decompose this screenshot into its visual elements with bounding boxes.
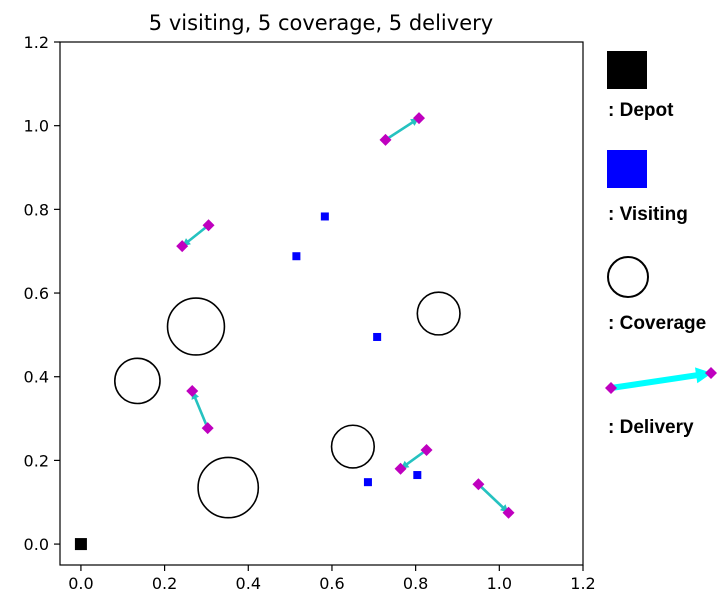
delivery-end-marker bbox=[186, 384, 199, 397]
x-tick-label: 0.2 bbox=[152, 574, 177, 593]
x-tick-label: 0.0 bbox=[68, 574, 93, 593]
delivery-start-marker bbox=[472, 478, 485, 491]
legend-visiting-swatch bbox=[607, 150, 647, 188]
legend-label-delivery: : Delivery bbox=[608, 417, 694, 438]
legend-delivery-end-marker bbox=[705, 367, 717, 379]
chart-title: 5 visiting, 5 coverage, 5 delivery bbox=[149, 11, 493, 35]
y-tick-label: 0.6 bbox=[24, 284, 49, 303]
legend-label-coverage: : Coverage bbox=[608, 313, 707, 334]
x-tick-label: 0.6 bbox=[319, 574, 344, 593]
delivery-start-marker bbox=[420, 443, 433, 456]
x-tick-label: 0.8 bbox=[403, 574, 428, 593]
delivery-end-marker bbox=[394, 462, 407, 475]
visiting-point bbox=[363, 478, 372, 487]
y-tick-label: 1.0 bbox=[24, 117, 49, 136]
delivery-end-marker bbox=[176, 240, 189, 253]
x-tick-label: 1.0 bbox=[487, 574, 512, 593]
delivery-end-marker bbox=[412, 112, 425, 125]
visiting-point bbox=[373, 332, 382, 341]
delivery-arrow bbox=[384, 118, 419, 141]
delivery-start-marker bbox=[201, 422, 214, 435]
y-tick-label: 0.8 bbox=[24, 200, 49, 219]
delivery-start-marker bbox=[379, 133, 392, 146]
delivery-end-marker bbox=[502, 506, 515, 519]
legend-label-visiting: : Visiting bbox=[608, 204, 688, 225]
legend-delivery-start-marker bbox=[605, 382, 617, 394]
y-tick-label: 0.4 bbox=[24, 368, 49, 387]
coverage-circle bbox=[330, 424, 376, 469]
coverage-circle bbox=[166, 297, 226, 356]
visiting-point bbox=[413, 471, 422, 480]
delivery-arrow bbox=[477, 483, 509, 513]
coverage-circle bbox=[114, 357, 161, 405]
x-tick-label: 1.2 bbox=[570, 574, 595, 593]
x-tick-label: 0.4 bbox=[236, 574, 261, 593]
y-tick-label: 1.2 bbox=[24, 33, 49, 52]
delivery-start-marker bbox=[202, 219, 215, 232]
y-tick-label: 0.0 bbox=[24, 535, 49, 554]
legend-label-depot: : Depot bbox=[608, 100, 674, 121]
delivery-arrow bbox=[400, 448, 428, 469]
plot-frame bbox=[59, 41, 584, 566]
visiting-point bbox=[320, 212, 329, 221]
depot-point bbox=[74, 538, 87, 551]
coverage-circle bbox=[416, 291, 461, 336]
legend-depot-swatch bbox=[607, 51, 647, 89]
y-tick-label: 0.2 bbox=[24, 451, 49, 470]
visiting-point bbox=[292, 252, 301, 261]
legend-coverage-circle bbox=[607, 256, 649, 298]
legend-delivery-arrow bbox=[610, 367, 712, 391]
delivery-arrow bbox=[191, 390, 209, 429]
coverage-circle bbox=[197, 456, 260, 519]
delivery-arrow bbox=[182, 224, 210, 247]
